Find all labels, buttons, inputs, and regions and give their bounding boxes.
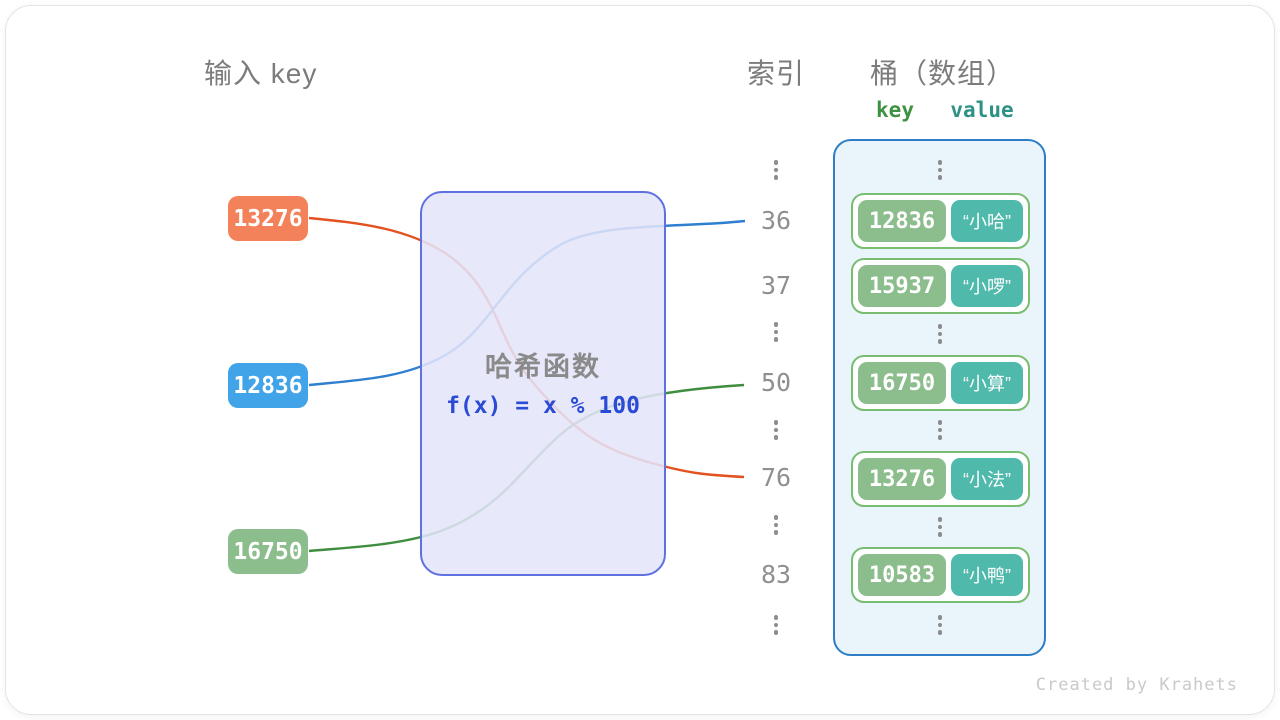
ellipsis-dots	[772, 322, 780, 342]
index-heading: 索引	[746, 58, 805, 89]
bucket-heading: 桶（数组）	[869, 58, 1015, 89]
credit-text: Created by Krahets	[1035, 675, 1238, 695]
pair-value: “小啰”	[951, 265, 1023, 307]
input-key-text: 16750	[233, 538, 303, 565]
input-key-text: 13276	[233, 205, 303, 232]
ellipsis-dots	[772, 160, 780, 180]
index-value-83: 83	[760, 560, 792, 589]
ellipsis-dots	[936, 420, 944, 440]
ellipsis-dots	[936, 160, 944, 180]
ellipsis-dots	[772, 515, 780, 535]
input-key-box-16750: 16750	[228, 529, 308, 574]
bucket-pair-13276: 13276 “小法”	[851, 451, 1030, 507]
hash-function-box: 哈希函数 f(x) = x % 100	[420, 191, 666, 576]
hash-function-title: 哈希函数	[485, 352, 601, 382]
bucket-pair-15937: 15937 “小啰”	[851, 258, 1030, 314]
ellipsis-dots	[936, 517, 944, 537]
ellipsis-dots	[772, 615, 780, 635]
pair-value: “小算”	[951, 362, 1023, 404]
pair-value: “小法”	[951, 458, 1023, 500]
pair-key: 10583	[858, 554, 946, 596]
index-value-37: 37	[760, 271, 792, 300]
pair-value: “小鸭”	[951, 554, 1023, 596]
index-value-36: 36	[760, 206, 792, 235]
ellipsis-dots	[936, 615, 944, 635]
bucket-pair-16750: 16750 “小算”	[851, 355, 1030, 411]
index-value-76: 76	[760, 463, 792, 492]
pair-key: 12836	[858, 200, 946, 242]
bucket-value-column-label: value	[950, 98, 1014, 122]
bucket-pair-10583: 10583 “小鸭”	[851, 547, 1030, 603]
pair-value: “小哈”	[951, 200, 1023, 242]
pair-key: 15937	[858, 265, 946, 307]
input-key-box-13276: 13276	[228, 196, 308, 241]
hash-function-formula: f(x) = x % 100	[446, 393, 640, 419]
input-key-heading: 输入 key	[204, 58, 318, 89]
ellipsis-dots	[772, 420, 780, 440]
pair-key: 13276	[858, 458, 946, 500]
input-key-text: 12836	[233, 372, 303, 399]
pair-key: 16750	[858, 362, 946, 404]
bucket-pair-12836: 12836 “小哈”	[851, 193, 1030, 249]
bucket-key-column-label: key	[876, 98, 914, 122]
index-value-50: 50	[760, 368, 792, 397]
ellipsis-dots	[936, 324, 944, 344]
input-key-box-12836: 12836	[228, 363, 308, 408]
